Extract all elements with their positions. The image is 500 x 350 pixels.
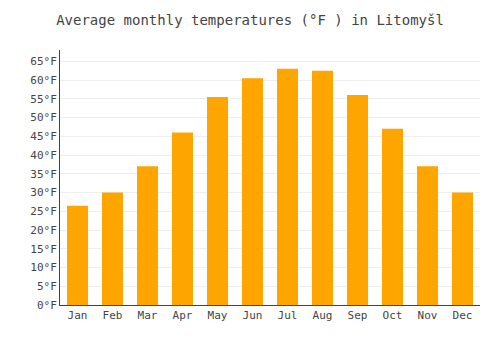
svg-text:Jun: Jun bbox=[243, 309, 263, 322]
svg-text:30°F: 30°F bbox=[30, 186, 57, 199]
svg-text:0°F: 0°F bbox=[37, 299, 57, 312]
svg-text:Jul: Jul bbox=[278, 309, 298, 322]
svg-text:25°F: 25°F bbox=[30, 205, 57, 218]
svg-text:Oct: Oct bbox=[383, 309, 403, 322]
svg-text:Average monthly temperatures (: Average monthly temperatures (°F ) in Li… bbox=[56, 12, 444, 28]
svg-text:5°F: 5°F bbox=[37, 280, 57, 293]
svg-text:35°F: 35°F bbox=[30, 168, 57, 181]
svg-text:10°F: 10°F bbox=[30, 261, 57, 274]
svg-text:55°F: 55°F bbox=[30, 93, 57, 106]
svg-text:Aug: Aug bbox=[313, 309, 333, 322]
svg-text:May: May bbox=[208, 309, 228, 322]
svg-text:40°F: 40°F bbox=[30, 149, 57, 162]
svg-text:Mar: Mar bbox=[138, 309, 158, 322]
svg-text:Apr: Apr bbox=[173, 309, 193, 322]
svg-text:65°F: 65°F bbox=[30, 55, 57, 68]
svg-text:Sep: Sep bbox=[348, 309, 368, 322]
svg-text:Feb: Feb bbox=[103, 309, 123, 322]
svg-text:15°F: 15°F bbox=[30, 243, 57, 256]
svg-text:50°F: 50°F bbox=[30, 111, 57, 124]
svg-text:60°F: 60°F bbox=[30, 74, 57, 87]
svg-text:20°F: 20°F bbox=[30, 224, 57, 237]
svg-text:Jan: Jan bbox=[68, 309, 88, 322]
svg-text:Dec: Dec bbox=[453, 309, 473, 322]
svg-text:Nov: Nov bbox=[418, 309, 438, 322]
svg-text:45°F: 45°F bbox=[30, 130, 57, 143]
